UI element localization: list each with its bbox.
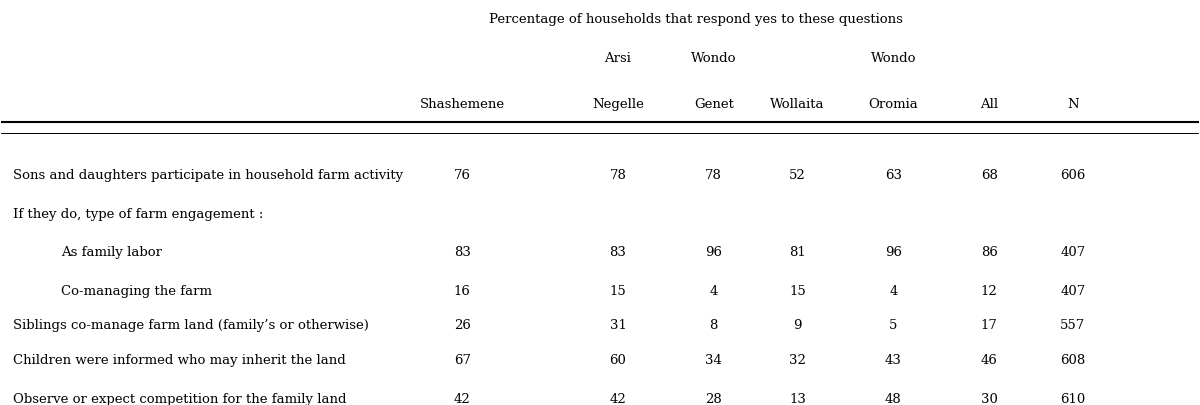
Text: Children were informed who may inherit the land: Children were informed who may inherit t… xyxy=(13,353,346,366)
Text: 43: 43 xyxy=(884,353,901,366)
Text: Oromia: Oromia xyxy=(869,98,918,111)
Text: 16: 16 xyxy=(454,284,470,297)
Text: 407: 407 xyxy=(1061,245,1086,258)
Text: 15: 15 xyxy=(610,284,626,297)
Text: 52: 52 xyxy=(790,168,806,182)
Text: Observe or expect competition for the family land: Observe or expect competition for the fa… xyxy=(13,392,347,405)
Text: Siblings co-manage farm land (family’s or otherwise): Siblings co-manage farm land (family’s o… xyxy=(13,319,370,332)
Text: 608: 608 xyxy=(1061,353,1086,366)
Text: As family labor: As family labor xyxy=(61,245,162,258)
Text: 407: 407 xyxy=(1061,284,1086,297)
Text: 60: 60 xyxy=(610,353,626,366)
Text: 83: 83 xyxy=(610,245,626,258)
Text: 96: 96 xyxy=(884,245,902,258)
Text: If they do, type of farm engagement :: If they do, type of farm engagement : xyxy=(13,207,264,220)
Text: 63: 63 xyxy=(884,168,902,182)
Text: 83: 83 xyxy=(454,245,470,258)
Text: 28: 28 xyxy=(706,392,722,405)
Text: 26: 26 xyxy=(454,319,470,332)
Text: 46: 46 xyxy=(980,353,997,366)
Text: 4: 4 xyxy=(709,284,718,297)
Text: 13: 13 xyxy=(790,392,806,405)
Text: Percentage of households that respond yes to these questions: Percentage of households that respond ye… xyxy=(488,13,902,26)
Text: 9: 9 xyxy=(793,319,802,332)
Text: 78: 78 xyxy=(706,168,722,182)
Text: 12: 12 xyxy=(980,284,997,297)
Text: Wondo: Wondo xyxy=(691,51,737,64)
Text: 5: 5 xyxy=(889,319,898,332)
Text: 48: 48 xyxy=(884,392,901,405)
Text: 34: 34 xyxy=(706,353,722,366)
Text: Co-managing the farm: Co-managing the farm xyxy=(61,284,212,297)
Text: 96: 96 xyxy=(706,245,722,258)
Text: Sons and daughters participate in household farm activity: Sons and daughters participate in househ… xyxy=(13,168,403,182)
Text: 67: 67 xyxy=(454,353,470,366)
Text: 76: 76 xyxy=(454,168,470,182)
Text: N: N xyxy=(1067,98,1079,111)
Text: All: All xyxy=(980,98,998,111)
Text: 30: 30 xyxy=(980,392,997,405)
Text: 31: 31 xyxy=(610,319,626,332)
Text: 610: 610 xyxy=(1061,392,1086,405)
Text: 42: 42 xyxy=(610,392,626,405)
Text: Wollaita: Wollaita xyxy=(770,98,824,111)
Text: Negelle: Negelle xyxy=(592,98,644,111)
Text: 68: 68 xyxy=(980,168,997,182)
Text: 42: 42 xyxy=(454,392,470,405)
Text: Shashemene: Shashemene xyxy=(420,98,505,111)
Text: 81: 81 xyxy=(790,245,806,258)
Text: 17: 17 xyxy=(980,319,997,332)
Text: 78: 78 xyxy=(610,168,626,182)
Text: 606: 606 xyxy=(1061,168,1086,182)
Text: 15: 15 xyxy=(790,284,806,297)
Text: Arsi: Arsi xyxy=(605,51,631,64)
Text: 557: 557 xyxy=(1061,319,1086,332)
Text: 4: 4 xyxy=(889,284,898,297)
Text: 32: 32 xyxy=(790,353,806,366)
Text: 8: 8 xyxy=(709,319,718,332)
Text: Genet: Genet xyxy=(694,98,733,111)
Text: Wondo: Wondo xyxy=(870,51,916,64)
Text: 86: 86 xyxy=(980,245,997,258)
